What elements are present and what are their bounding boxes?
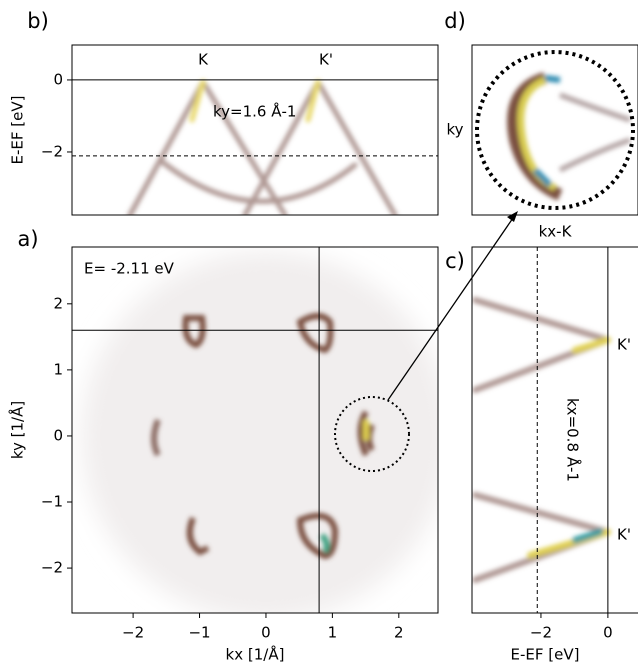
x-axis-label: E-EF [eV] [511, 646, 580, 664]
frame [472, 247, 638, 613]
figure: b) 0 −2 E-EF [eV] K K' ky=1.6 Å-1 a) −2 −1 0 1 2 −2 −1… [0, 0, 638, 667]
annotation: kx=0.8 Å-1 [564, 398, 583, 482]
y-axis-label: ky [446, 121, 463, 139]
band-map [475, 300, 608, 580]
annotation: K [198, 51, 209, 69]
fermi-map [81, 251, 451, 621]
x-tick-label: 0 [261, 624, 271, 642]
pocket-peak [535, 78, 560, 185]
x-tick-label: 1 [328, 624, 338, 642]
panel-label: d) [444, 9, 466, 33]
y-tick-label: −2 [41, 559, 63, 577]
y-tick-label: 0 [53, 70, 63, 88]
annotation: ky=1.6 Å-1 [213, 102, 296, 121]
pocket [513, 78, 630, 195]
x-tick-label: −1 [188, 624, 210, 642]
map-title: E= -2.11 eV [84, 260, 175, 278]
x-tick-label: 2 [394, 624, 404, 642]
y-tick-label: 2 [53, 294, 63, 312]
y-axis-label: ky [1/Å] [8, 401, 27, 459]
panel-label: b) [27, 9, 49, 33]
x-tick-label: −2 [122, 624, 144, 642]
x-axis-label: kx-K [539, 223, 573, 241]
annotation: K' [319, 51, 333, 69]
zoom-map [513, 78, 630, 195]
band [560, 95, 630, 170]
y-axis-label: E-EF [eV] [9, 96, 27, 165]
y-tick-label: −1 [41, 493, 63, 511]
x-tick-label: −2 [530, 624, 552, 642]
panel-label: a) [17, 227, 38, 251]
background [81, 251, 451, 621]
x-tick-label: 0 [603, 624, 613, 642]
x-axis-label: kx [1/Å] [226, 645, 285, 664]
panel-label: c) [445, 249, 465, 273]
arrow-head [507, 211, 518, 222]
annotation: K' [617, 336, 631, 354]
zoom-arrow [388, 218, 513, 400]
page: {"chart_data": [ {"type": "image", "pane… [0, 0, 638, 671]
annotation: K' [617, 526, 631, 544]
y-tick-label: 0 [53, 426, 63, 444]
y-tick-label: −2 [41, 142, 63, 160]
y-tick-label: 1 [53, 360, 63, 378]
